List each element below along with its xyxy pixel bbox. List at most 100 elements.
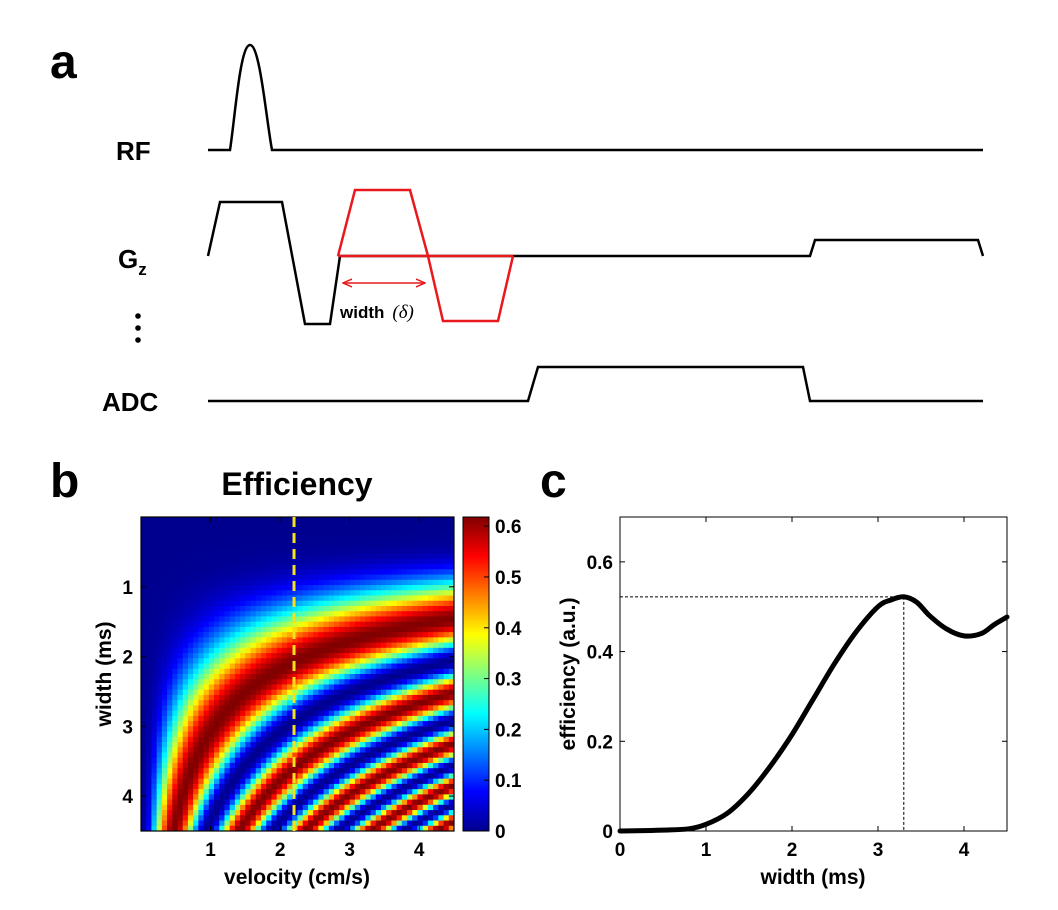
heatmap-cell (156, 595, 163, 602)
heatmap-cell (360, 674, 366, 680)
heatmap-cell (287, 522, 293, 529)
heatmap-cell (297, 574, 304, 581)
heatmap-cell (292, 684, 299, 691)
heatmap-x-axis-title: velocity (cm/s) (224, 866, 370, 889)
heatmap-cell (422, 742, 429, 748)
heatmap-cell (167, 789, 173, 795)
heatmap-cell (208, 694, 215, 701)
heatmap-cell (281, 558, 288, 565)
heatmap-cell (151, 632, 158, 638)
heatmap-cell (370, 564, 377, 570)
heatmap-cell (328, 658, 335, 665)
heatmap-cell (260, 684, 267, 691)
heatmap-cell (266, 611, 273, 618)
heatmap-cell (203, 548, 210, 555)
heatmap-cell (182, 736, 189, 743)
heatmap-cell (401, 517, 408, 523)
heatmap-cell (396, 590, 403, 597)
heatmap-cell (229, 726, 236, 733)
heatmap-cell (297, 527, 304, 534)
heatmap-cell (302, 810, 309, 816)
heatmap-cell (354, 825, 361, 831)
heatmap-cell (198, 611, 205, 618)
heatmap-cell (240, 658, 246, 665)
heatmap-cell (443, 574, 450, 581)
heatmap-cell (297, 558, 304, 565)
heatmap-cell (240, 731, 246, 738)
heatmap-cell (287, 553, 293, 560)
heatmap-cell (141, 710, 147, 717)
heatmap-cell (245, 548, 252, 555)
heatmap-cell (396, 674, 403, 680)
heatmap-cell (187, 626, 194, 633)
heatmap-cell (219, 642, 226, 649)
heatmap-cell (281, 731, 288, 738)
heatmap-cell (375, 810, 382, 816)
heatmap-cell (433, 621, 439, 628)
heatmap-cell (167, 527, 173, 534)
heatmap-cell (349, 553, 356, 560)
heatmap-cell (297, 742, 304, 748)
heatmap-cell (219, 705, 226, 712)
heatmap-cell (182, 742, 189, 748)
heatmap-cell (297, 595, 304, 602)
heatmap-cell (156, 721, 163, 727)
heatmap-cell (448, 558, 454, 565)
heatmap-cell (187, 658, 194, 665)
heatmap-cell (365, 679, 372, 686)
heatmap-cell (344, 705, 351, 712)
heatmap-cell (156, 553, 163, 560)
heatmap-cell (438, 778, 445, 785)
heatmap-cell (323, 684, 330, 691)
heatmap-cell (360, 742, 366, 748)
heatmap-cell (208, 736, 215, 743)
heatmap-cell (255, 522, 262, 529)
heatmap-cell (370, 595, 377, 602)
heatmap-cell (427, 590, 434, 597)
heatmap-cell (208, 799, 215, 806)
heatmap-cell (443, 684, 450, 691)
heatmap-cell (380, 600, 387, 607)
heatmap-cell (334, 632, 340, 638)
heatmap-cell (187, 700, 194, 706)
heatmap-cell (407, 689, 413, 696)
heatmap-cell (375, 595, 382, 602)
heatmap-cell (344, 710, 351, 717)
heatmap-cell (219, 574, 226, 581)
heatmap-cell (443, 825, 450, 831)
heatmap-cell (240, 527, 246, 534)
heatmap-cell (203, 543, 210, 549)
heatmap-cell (302, 537, 309, 544)
heatmap-cell (276, 762, 283, 769)
heatmap-cell (214, 632, 220, 638)
heatmap-cell (438, 742, 445, 748)
heatmap-cell (266, 804, 273, 811)
heatmap-cell (255, 553, 262, 560)
heatmap-cell (177, 778, 184, 785)
heatmap-cell (146, 527, 153, 534)
heatmap-cell (396, 585, 403, 591)
heatmap-cell (141, 825, 147, 831)
heatmap-cell (438, 647, 445, 654)
heatmap-cell (141, 658, 147, 665)
heatmap-cell (391, 810, 398, 816)
heatmap-cell (313, 715, 319, 722)
heatmap-cell (208, 532, 215, 539)
heatmap-cell (323, 632, 330, 638)
heatmap-cell (198, 783, 205, 790)
heatmap-cell (344, 605, 351, 612)
heatmap-cell (422, 626, 429, 633)
heatmap-cell (229, 799, 236, 806)
heatmap-cell (161, 653, 168, 659)
heatmap-cell (151, 700, 158, 706)
heatmap-cell (141, 674, 147, 680)
heatmap-cell (318, 789, 325, 795)
heatmap-cell (344, 595, 351, 602)
vertical-ellipsis (135, 313, 141, 343)
heatmap-cell (323, 820, 330, 827)
heatmap-cell (427, 820, 434, 827)
heatmap-cell (260, 579, 267, 586)
heatmap-cell (443, 762, 450, 769)
heatmap-cell (349, 752, 356, 759)
heatmap-cell (203, 569, 210, 576)
